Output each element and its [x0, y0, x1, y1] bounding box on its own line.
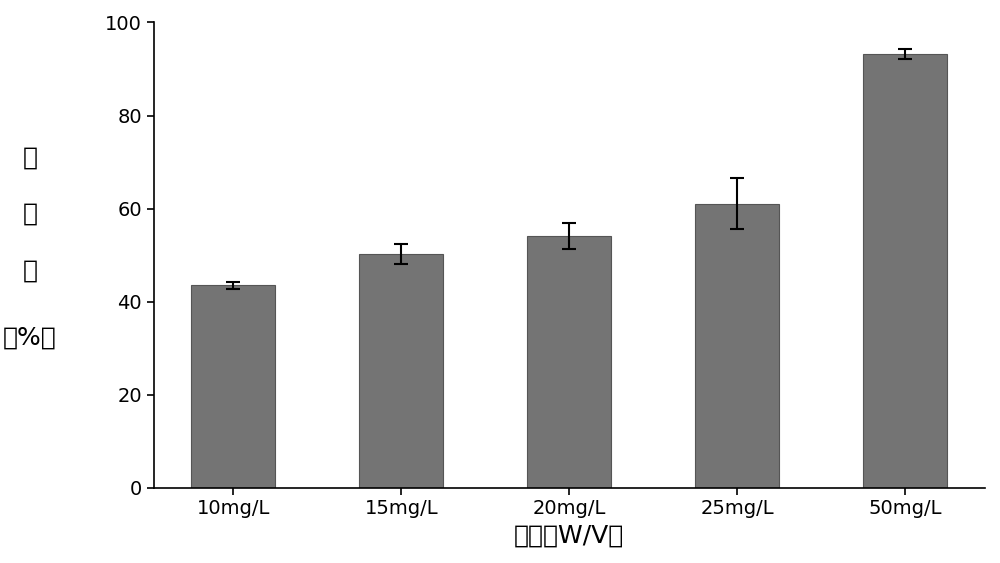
Bar [527, 235, 611, 488]
Text: 抑: 抑 [22, 146, 38, 169]
Bar [863, 54, 947, 488]
Bar [695, 204, 779, 488]
Bar [359, 254, 443, 488]
X-axis label: 浓度（W/V）: 浓度（W/V） [514, 524, 624, 548]
Bar [191, 285, 275, 488]
Text: 菌: 菌 [22, 202, 38, 226]
Text: （%）: （%） [3, 326, 57, 350]
Text: 率: 率 [22, 258, 38, 282]
